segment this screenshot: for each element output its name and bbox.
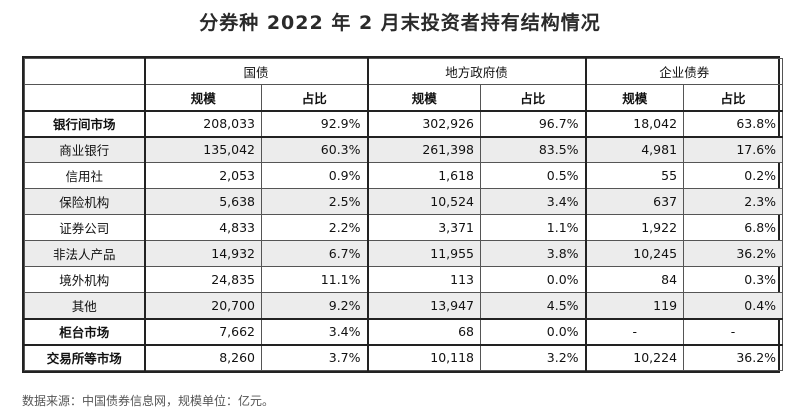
share-cell: 0.4%	[683, 292, 784, 320]
share-cell: 2.5%	[260, 188, 369, 215]
share-cell: 0.2%	[683, 162, 784, 189]
sub-header-share: 占比	[480, 84, 587, 112]
share-cell: 92.9%	[260, 110, 369, 138]
scale-cell: 261,398	[367, 136, 482, 163]
share-cell: 4.5%	[480, 292, 587, 320]
scale-cell: 637	[585, 188, 685, 215]
scale-cell: 302,926	[367, 110, 482, 138]
share-cell: 0.3%	[683, 266, 784, 293]
row-label: 柜台市场	[24, 318, 146, 346]
row-label: 信用社	[24, 162, 146, 189]
scale-cell: 10,524	[367, 188, 482, 215]
holdings-table: 国债 地方政府债 企业债券 规模 占比 规模 占比 规模 占比 银行间市场 208…	[24, 58, 784, 371]
scale-cell: 3,371	[367, 214, 482, 241]
scale-cell: 68	[367, 318, 482, 346]
sub-header-scale: 规模	[144, 84, 262, 112]
scale-cell: 119	[585, 292, 685, 320]
share-cell: 6.7%	[260, 240, 369, 267]
row-label: 其他	[24, 292, 146, 320]
sub-header-share: 占比	[683, 84, 784, 112]
scale-cell: 1,618	[367, 162, 482, 189]
share-cell: 0.5%	[480, 162, 587, 189]
corner-cell	[24, 58, 146, 85]
scale-cell: 10,118	[367, 344, 482, 371]
table-row: 非法人产品 14,932 6.7% 11,955 3.8% 10,245 36.2%	[24, 240, 784, 267]
row-label: 证券公司	[24, 214, 146, 241]
table-row: 证券公司 4,833 2.2% 3,371 1.1% 1,922 6.8%	[24, 214, 784, 241]
share-cell: 3.4%	[260, 318, 369, 346]
share-cell: 9.2%	[260, 292, 369, 320]
row-label: 境外机构	[24, 266, 146, 293]
sub-header-share: 占比	[260, 84, 369, 112]
scale-cell: 14,932	[144, 240, 262, 267]
scale-cell: 4,981	[585, 136, 685, 163]
share-cell: -	[683, 318, 784, 346]
scale-cell: 1,922	[585, 214, 685, 241]
source-note: 数据来源：中国债券信息网，规模单位：亿元。	[22, 394, 275, 408]
share-cell: 0.9%	[260, 162, 369, 189]
scale-cell: 7,662	[144, 318, 262, 346]
sub-header-scale: 规模	[367, 84, 482, 112]
scale-cell: 84	[585, 266, 685, 293]
table-row: 信用社 2,053 0.9% 1,618 0.5% 55 0.2%	[24, 162, 784, 189]
scale-cell: 2,053	[144, 162, 262, 189]
sub-header-scale: 规模	[585, 84, 685, 112]
share-cell: 3.4%	[480, 188, 587, 215]
table-row: 银行间市场 208,033 92.9% 302,926 96.7% 18,042 63.8%	[24, 110, 784, 138]
share-cell: 17.6%	[683, 136, 784, 163]
scale-cell: 55	[585, 162, 685, 189]
share-cell: 36.2%	[683, 240, 784, 267]
table-row: 柜台市场 7,662 3.4% 68 0.0% - -	[24, 318, 784, 346]
share-cell: 3.2%	[480, 344, 587, 371]
group-header-enterprise: 企业债券	[585, 58, 784, 85]
scale-cell: 4,833	[144, 214, 262, 241]
scale-cell: 208,033	[144, 110, 262, 138]
share-cell: 1.1%	[480, 214, 587, 241]
share-cell: 63.8%	[683, 110, 784, 138]
table-row: 商业银行 135,042 60.3% 261,398 83.5% 4,981 17.6%	[24, 136, 784, 163]
scale-cell: 10,245	[585, 240, 685, 267]
table-row: 交易所等市场 8,260 3.7% 10,118 3.2% 10,224 36.2%	[24, 344, 784, 371]
share-cell: 3.7%	[260, 344, 369, 371]
corner-cell-2	[24, 84, 146, 112]
share-cell: 11.1%	[260, 266, 369, 293]
group-header-treasury: 国债	[143, 58, 369, 85]
scale-cell: 11,955	[367, 240, 482, 267]
sub-header-row: 规模 占比 规模 占比 规模 占比	[24, 84, 784, 112]
row-label: 保险机构	[24, 188, 146, 215]
table-body: 银行间市场 208,033 92.9% 302,926 96.7% 18,042 63.8%…	[24, 110, 784, 371]
table-row: 其他 20,700 9.2% 13,947 4.5% 119 0.4%	[24, 292, 784, 320]
scale-cell: 5,638	[144, 188, 262, 215]
row-label: 商业银行	[24, 136, 146, 163]
share-cell: 60.3%	[260, 136, 369, 163]
share-cell: 83.5%	[480, 136, 587, 163]
share-cell: 6.8%	[683, 214, 784, 241]
share-cell: 0.0%	[480, 318, 587, 346]
scale-cell: 18,042	[585, 110, 685, 138]
share-cell: 96.7%	[480, 110, 587, 138]
scale-cell: 113	[367, 266, 482, 293]
table-row: 境外机构 24,835 11.1% 113 0.0% 84 0.3%	[24, 266, 784, 293]
scale-cell: 10,224	[585, 344, 685, 371]
share-cell: 36.2%	[683, 344, 784, 371]
scale-cell: -	[585, 318, 685, 346]
share-cell: 3.8%	[480, 240, 587, 267]
row-label: 非法人产品	[24, 240, 146, 267]
table-row: 保险机构 5,638 2.5% 10,524 3.4% 637 2.3%	[24, 188, 784, 215]
row-label: 银行间市场	[24, 110, 146, 138]
holdings-table-frame: 国债 地方政府债 企业债券 规模 占比 规模 占比 规模 占比 银行间市场 208…	[22, 56, 784, 373]
scale-cell: 20,700	[144, 292, 262, 320]
scale-cell: 13,947	[367, 292, 482, 320]
scale-cell: 8,260	[144, 344, 262, 371]
page-title: 分券种 2022 年 2 月末投资者持有结构情况	[199, 12, 601, 34]
share-cell: 2.2%	[260, 214, 369, 241]
share-cell: 0.0%	[480, 266, 587, 293]
share-cell: 2.3%	[683, 188, 784, 215]
group-header-row: 国债 地方政府债 企业债券	[24, 58, 784, 85]
row-label: 交易所等市场	[24, 344, 146, 371]
scale-cell: 24,835	[144, 266, 262, 293]
group-header-local-gov: 地方政府债	[367, 58, 587, 85]
scale-cell: 135,042	[144, 136, 262, 163]
